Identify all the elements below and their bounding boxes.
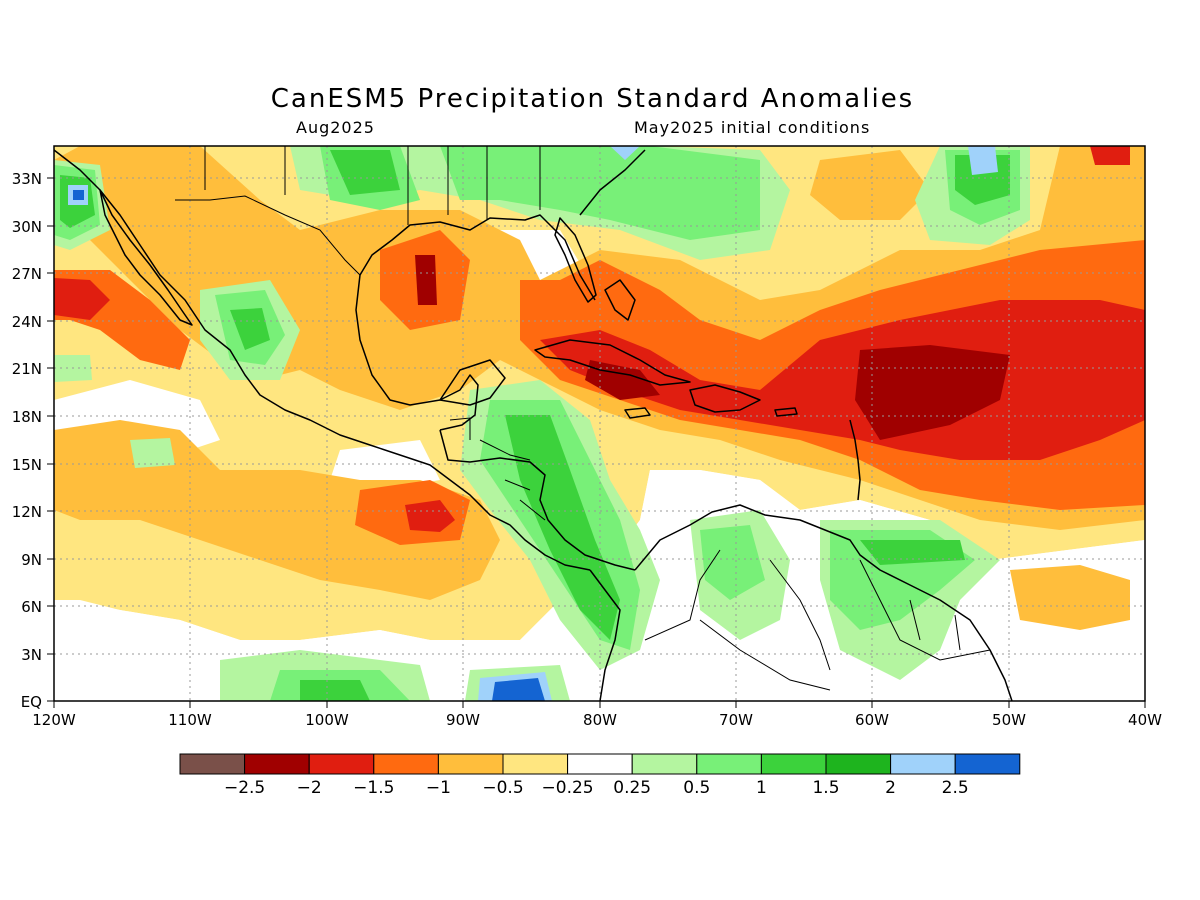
- lat-label: EQ: [21, 693, 42, 711]
- florida: [554, 217, 597, 303]
- lon-label: 70W: [719, 711, 753, 729]
- field-wet-max: [73, 190, 84, 200]
- bahamas: [604, 279, 636, 321]
- colorbar-swatch: [244, 753, 310, 775]
- puerto-rico: [774, 407, 798, 417]
- field-wet-extreme: [610, 146, 640, 160]
- central-america-borders: [449, 417, 546, 521]
- lat-label: 9N: [21, 551, 42, 569]
- colorbar-swatch: [502, 753, 569, 775]
- colorbar-label: −0.25: [542, 778, 594, 798]
- field-dry-vstrong: [54, 278, 110, 320]
- longitude-labels: 120W 110W 100W 90W 80W 70W 60W 50W 40W: [32, 711, 1162, 729]
- colorbar-label: 1: [756, 778, 767, 798]
- coastlines: [54, 149, 1013, 701]
- colorbar-swatch: [954, 753, 1021, 775]
- field-dry-mod: [810, 150, 930, 220]
- lat-label: 33N: [12, 170, 42, 188]
- colorbar-label: 1.5: [812, 778, 839, 798]
- colorbar-label: 2: [885, 778, 896, 798]
- field-wet-mod: [700, 525, 765, 600]
- colorbar-swatch: [308, 753, 375, 775]
- lon-label: 120W: [32, 711, 76, 729]
- colorbar-label: 0.5: [683, 778, 710, 798]
- colorbar-label: −0.5: [482, 778, 523, 798]
- lat-label: 3N: [21, 646, 42, 664]
- colorbar-label: 0.25: [613, 778, 651, 798]
- field-dry-vstrong: [405, 500, 455, 532]
- field-wet-strong: [505, 415, 620, 640]
- field-wet-strong: [300, 680, 370, 701]
- lat-label: 24N: [12, 313, 42, 331]
- field-wet-extreme: [968, 146, 998, 175]
- lon-label: 80W: [583, 711, 617, 729]
- colorbar-swatch: [179, 753, 246, 775]
- field-dry-mod: [1010, 565, 1130, 630]
- south-america-north-coast: [634, 504, 1013, 701]
- colorbar-label: −2: [297, 778, 322, 798]
- map-title: CanESM5 Precipitation Standard Anomalies: [270, 84, 915, 114]
- field-wet-strong: [330, 150, 400, 195]
- lon-label: 60W: [855, 711, 889, 729]
- lat-label: 15N: [12, 456, 42, 474]
- gridlines: [54, 146, 1145, 701]
- lat-label: 12N: [12, 503, 42, 521]
- us-mexico-border: [175, 195, 361, 276]
- colorbar: −2.5 −2 −1.5 −1 −0.5 −0.25 0.25 0.5 1 1.5 2 2.5: [179, 753, 1021, 798]
- hispaniola: [689, 384, 761, 413]
- lat-label: 18N: [12, 408, 42, 426]
- field-dry-extreme: [855, 345, 1010, 440]
- lon-label: 110W: [168, 711, 212, 729]
- colorbar-swatch: [890, 753, 956, 775]
- us-atlantic-coast: [579, 149, 646, 216]
- political-borders: [175, 146, 991, 691]
- colorbar-label: 2.5: [942, 778, 969, 798]
- lat-label: 27N: [12, 265, 42, 283]
- lon-label: 40W: [1128, 711, 1162, 729]
- colombia-pacific-coast: [589, 569, 621, 701]
- yucatan: [439, 359, 506, 406]
- latitude-labels: EQ 3N 6N 9N 12N 15N 18N 21N 24N 27N 30N …: [12, 170, 42, 711]
- colorbar-label: −1.5: [353, 778, 394, 798]
- colorbar-swatch: [760, 753, 827, 775]
- colorbar-swatch: [825, 753, 892, 775]
- us-state-lines: [204, 146, 541, 225]
- colorbar-swatch: [373, 753, 439, 775]
- field-dry-vstrong: [540, 300, 1145, 460]
- lon-label: 90W: [446, 711, 480, 729]
- baja-california: [99, 189, 193, 326]
- lat-label: 6N: [21, 598, 42, 616]
- valid-month-label: Aug2025: [296, 118, 375, 137]
- colorbar-swatch: [437, 753, 504, 775]
- south-america-borders: [644, 549, 991, 691]
- lon-label: 50W: [992, 711, 1026, 729]
- lat-label: 21N: [12, 360, 42, 378]
- gulf-of-mexico-coast: [359, 214, 596, 301]
- field-wet-strong: [860, 540, 965, 565]
- field-wet-light: [130, 438, 175, 468]
- colorbar-label: −1: [426, 778, 451, 798]
- central-america-caribbean: [439, 429, 636, 571]
- lon-label: 100W: [305, 711, 349, 729]
- field-wet-mod: [440, 146, 760, 240]
- colorbar-swatch: [631, 753, 698, 775]
- field-wet-max: [492, 678, 545, 701]
- mexico-pacific-coast: [54, 149, 591, 571]
- colorbar-swatch: [567, 753, 633, 775]
- lat-label: 30N: [12, 218, 42, 236]
- init-conditions-label: May2025 initial conditions: [634, 118, 871, 137]
- cuba: [534, 339, 691, 386]
- colorbar-label: −2.5: [224, 778, 265, 798]
- lesser-antilles: [849, 419, 861, 501]
- field-neutral-patch: [330, 440, 440, 490]
- field-dry-extreme: [415, 255, 437, 305]
- colorbar-swatch: [696, 753, 762, 775]
- tick-marks: [47, 177, 1146, 708]
- jamaica: [624, 407, 651, 419]
- field-dry-vstrong: [1090, 146, 1130, 165]
- field-wet-strong: [230, 308, 270, 350]
